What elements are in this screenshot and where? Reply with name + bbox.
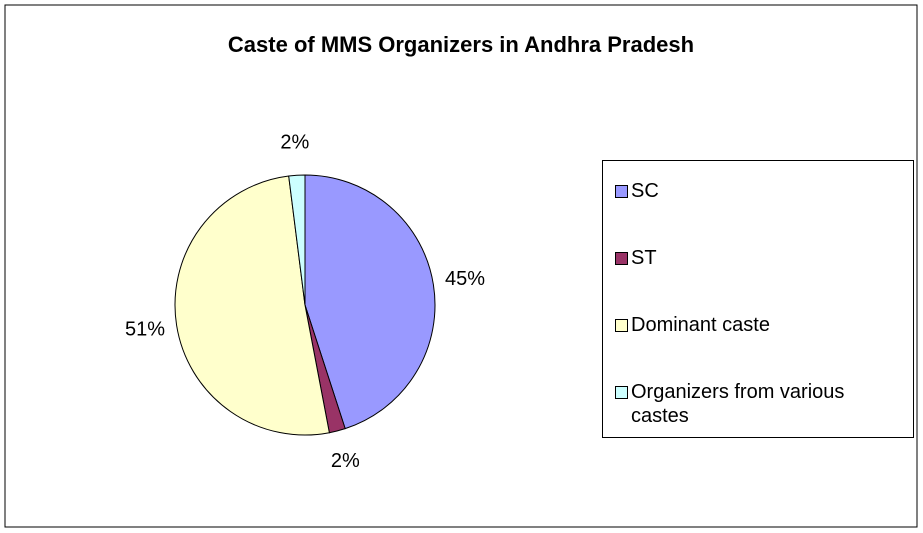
legend: SC ST Dominant caste Organizers from variou… (602, 160, 914, 438)
data-label: 51% (125, 319, 165, 341)
legend-label: Dominant caste (631, 314, 770, 336)
legend-label: Organizers from various castes (631, 381, 845, 427)
data-label: 45% (445, 268, 485, 290)
data-label: 2% (331, 450, 360, 472)
legend-label: SC (631, 180, 659, 202)
pie-slice (174, 175, 330, 436)
legend-swatch (615, 386, 628, 399)
legend-swatch (615, 252, 628, 265)
data-label: 2% (280, 132, 309, 154)
legend-label: ST (631, 247, 657, 269)
pie-slice (304, 174, 436, 430)
legend-item: Dominant caste (615, 313, 905, 337)
legend-swatch (615, 319, 628, 332)
legend-item: ST (615, 246, 905, 270)
chart-title: Caste of MMS Organizers in Andhra Prades… (228, 32, 694, 57)
legend-item: Organizers from various castes (615, 380, 905, 428)
legend-swatch (615, 185, 628, 198)
legend-item: SC (615, 179, 905, 203)
pie-slice (288, 174, 306, 306)
